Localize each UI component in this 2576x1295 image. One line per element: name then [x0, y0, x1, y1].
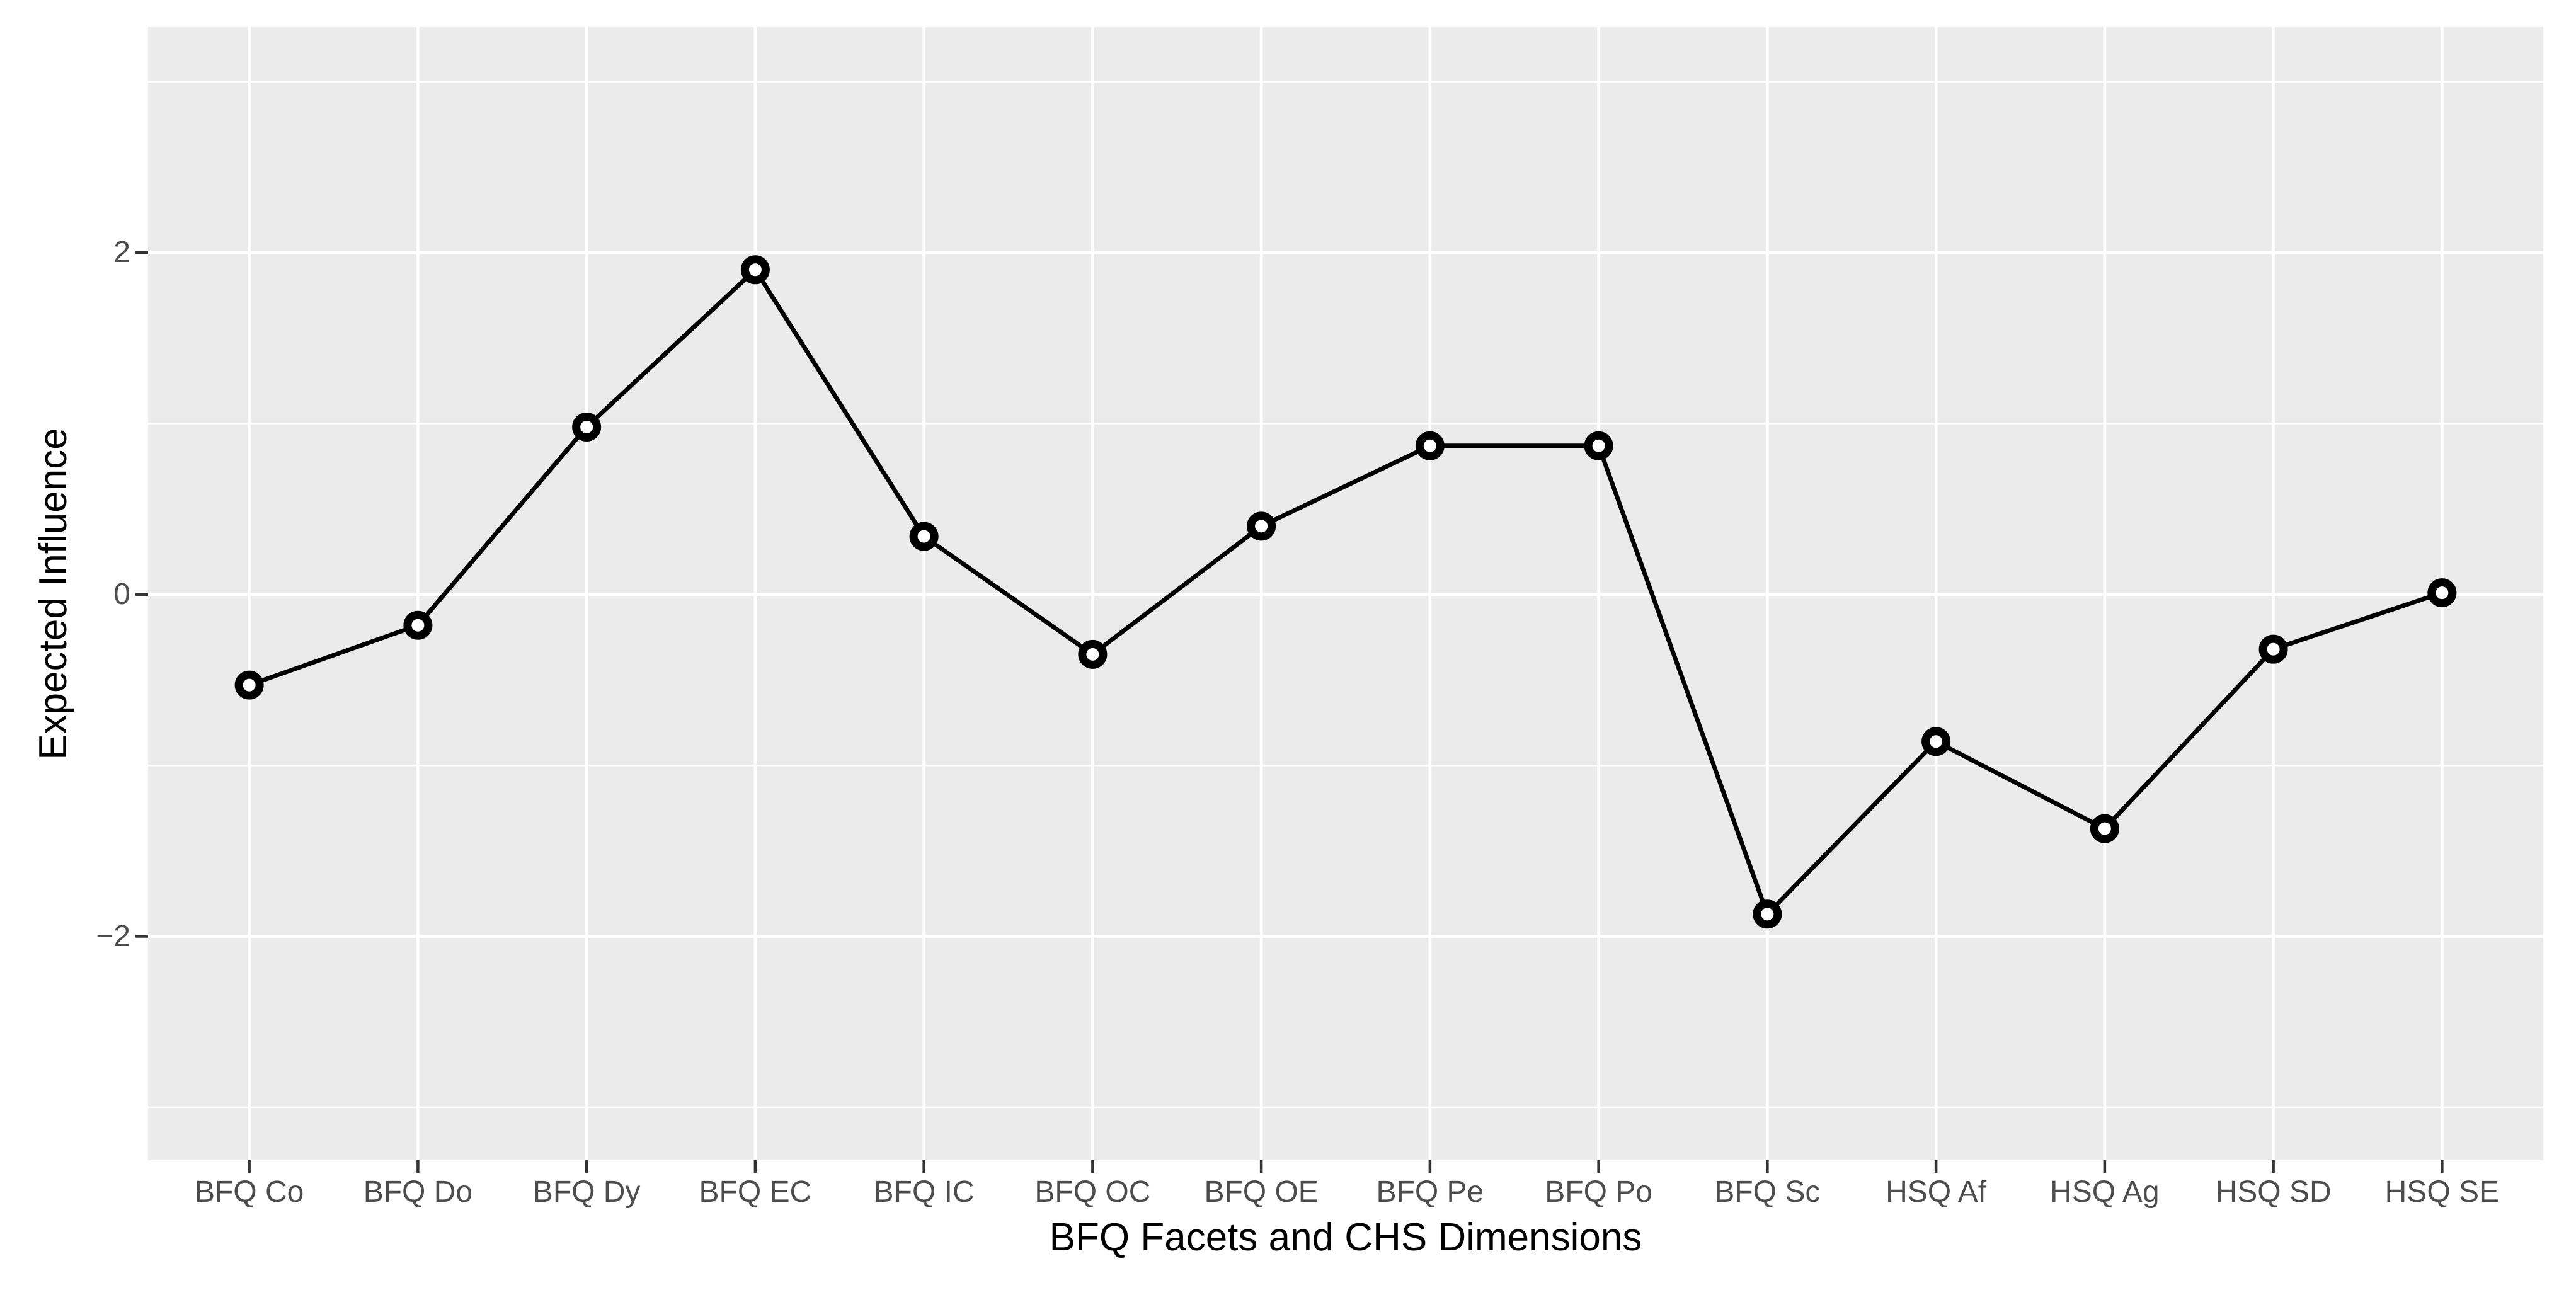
data-point [1921, 727, 1951, 756]
x-axis-title: BFQ Facets and CHS Dimensions [1049, 1216, 1642, 1259]
data-point [403, 610, 433, 640]
data-point [740, 255, 770, 285]
data-point [234, 670, 264, 700]
data-point [1753, 899, 1782, 929]
y-tick-label: −2 [96, 919, 130, 953]
x-tick-label: HSQ SD [2215, 1175, 2332, 1209]
x-tick-label: BFQ EC [699, 1175, 812, 1209]
y-axis-title: Expected Influence [31, 427, 75, 760]
data-point [909, 522, 939, 551]
y-tick-label: 2 [113, 236, 130, 270]
data-point [1584, 431, 1613, 460]
y-tick-label: 0 [113, 577, 130, 611]
data-point [572, 412, 602, 442]
x-tick-label: BFQ OC [1034, 1175, 1151, 1209]
x-tick-label: BFQ Sc [1714, 1175, 1821, 1209]
data-line [247, 267, 2444, 916]
x-tick-label: BFQ Dy [532, 1175, 641, 1209]
x-tick-label: BFQ IC [873, 1175, 975, 1209]
data-point [1247, 511, 1276, 541]
data-point [1078, 639, 1108, 669]
x-tick-label: HSQ Ag [2050, 1175, 2160, 1209]
x-tick-label: BFQ Po [1545, 1175, 1652, 1209]
data-point [2258, 634, 2288, 664]
x-tick-label: BFQ OE [1204, 1175, 1319, 1209]
x-tick-label: HSQ SE [2384, 1175, 2500, 1209]
data-point [1415, 431, 1445, 460]
x-tick-label: HSQ Af [1886, 1175, 1987, 1209]
x-tick-label: BFQ Pe [1376, 1175, 1484, 1209]
x-tick-label: BFQ Co [194, 1175, 304, 1209]
data-point [2427, 578, 2457, 608]
x-tick-label: BFQ Do [363, 1175, 473, 1209]
data-point [2090, 814, 2119, 843]
